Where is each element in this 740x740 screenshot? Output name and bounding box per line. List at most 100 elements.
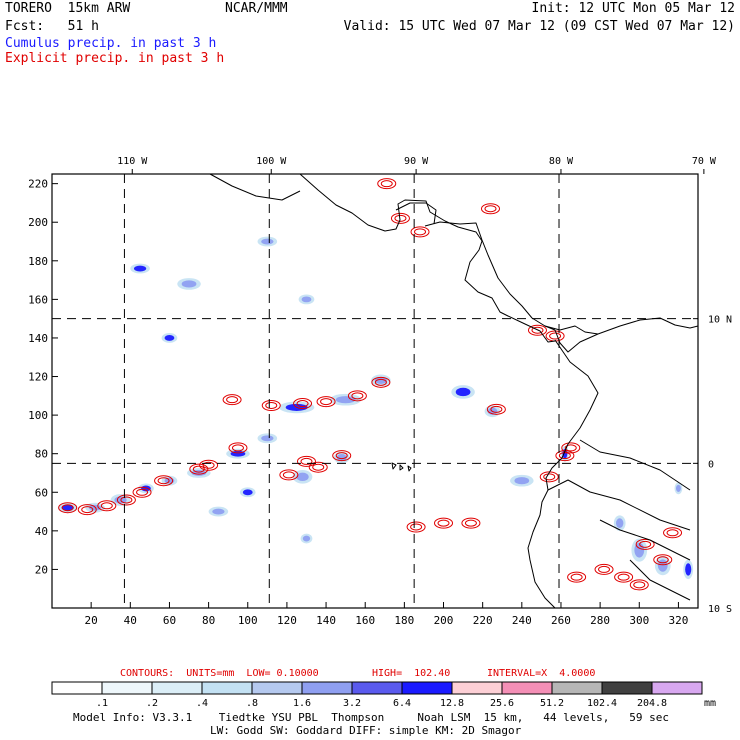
explicit-contour bbox=[226, 396, 239, 404]
galapagos bbox=[391, 462, 412, 472]
cumulus-core bbox=[261, 435, 274, 442]
x-tick-label: 140 bbox=[316, 614, 336, 627]
explicit-contour bbox=[199, 459, 219, 471]
coastline-map bbox=[209, 173, 699, 609]
model-name: TORERO 15km ARW bbox=[5, 1, 131, 16]
explicit-contour bbox=[97, 500, 117, 512]
cumulus-core bbox=[164, 335, 175, 341]
explicit-contour bbox=[308, 461, 328, 473]
explicit-contour bbox=[189, 463, 209, 475]
x-tick-label: 120 bbox=[277, 614, 297, 627]
explicit-precip-layer bbox=[58, 178, 683, 591]
explicit-contour bbox=[437, 519, 450, 527]
explicit-contour bbox=[564, 444, 577, 452]
south-america-pacific-coast bbox=[527, 339, 599, 609]
cumulus-core bbox=[336, 453, 347, 462]
explicit-contour bbox=[347, 390, 367, 402]
organization: NCAR/MMM bbox=[225, 1, 288, 16]
cumulus-core bbox=[61, 504, 74, 511]
longitude-label: 80 W bbox=[549, 156, 574, 167]
init-time: Init: 12 UTC Mon 05 Mar 12 bbox=[531, 1, 736, 16]
explicit-contour bbox=[202, 461, 215, 469]
explicit-contour bbox=[410, 226, 430, 238]
explicit-contour bbox=[666, 529, 679, 537]
explicit-contour bbox=[406, 521, 426, 533]
x-tick-label: 220 bbox=[473, 614, 493, 627]
explicit-contour bbox=[461, 517, 481, 529]
cumulus-core bbox=[685, 563, 692, 576]
sa-border-2 bbox=[547, 479, 691, 531]
explicit-contour bbox=[635, 538, 655, 550]
x-tick-label: 20 bbox=[85, 614, 98, 627]
explicit-contour bbox=[231, 444, 244, 452]
explicit-contour bbox=[434, 517, 454, 529]
explicit-contour bbox=[371, 376, 391, 388]
axes-ticks: 20 40 60 80 100 120 140 160 180 200 220 240 260 280 30… bbox=[28, 156, 732, 627]
explicit-contour bbox=[394, 214, 407, 222]
y-tick-label: 200 bbox=[28, 216, 48, 229]
cumulus-precip-layer bbox=[57, 236, 694, 580]
explicit-contour bbox=[374, 378, 387, 386]
x-tick-label: 320 bbox=[668, 614, 688, 627]
yucatan-coast bbox=[395, 202, 437, 225]
contours-high-text: HIGH= 102.40 bbox=[372, 668, 451, 679]
cumulus-core bbox=[675, 484, 681, 492]
y-tick-label: 40 bbox=[35, 525, 48, 538]
explicit-contour bbox=[81, 506, 94, 514]
y-tick-label: 60 bbox=[35, 486, 48, 499]
model-info-physics: LW: Godd SW: Goddard DIFF: simple KM: 2D… bbox=[210, 724, 522, 737]
explicit-contour bbox=[261, 399, 281, 411]
x-tick-label: 60 bbox=[163, 614, 176, 627]
explicit-contour bbox=[464, 519, 477, 527]
x-tick-label: 80 bbox=[202, 614, 215, 627]
cumulus-core bbox=[302, 535, 311, 542]
cumulus-legend-label: Cumulus precip. in past 3 h bbox=[5, 36, 217, 51]
x-tick-label: 40 bbox=[124, 614, 137, 627]
explicit-contour bbox=[100, 502, 113, 510]
explicit-contour bbox=[154, 475, 174, 487]
cumulus-core bbox=[514, 477, 530, 485]
latitude-label: 10 N bbox=[708, 315, 732, 326]
explicit-contour bbox=[296, 455, 316, 467]
explicit-contour bbox=[312, 463, 325, 471]
north-america-coast bbox=[299, 173, 556, 343]
x-tick-label: 180 bbox=[394, 614, 414, 627]
latitude-label: 10 S bbox=[708, 604, 732, 615]
sa-border-1 bbox=[579, 439, 691, 491]
explicit-contour bbox=[527, 324, 547, 336]
longitude-label: 110 W bbox=[117, 156, 148, 167]
explicit-contour bbox=[598, 565, 611, 573]
explicit-contour bbox=[136, 488, 149, 496]
cumulus-core bbox=[181, 280, 197, 288]
cumulus-core bbox=[657, 559, 668, 572]
valid-time: Valid: 15 UTC Wed 07 Mar 12 (09 CST Wed … bbox=[343, 19, 735, 34]
explicit-contour bbox=[77, 504, 97, 516]
explicit-contour bbox=[594, 563, 614, 575]
explicit-contour bbox=[265, 401, 278, 409]
cumulus-core bbox=[335, 396, 356, 404]
gulf-coast bbox=[209, 173, 301, 201]
explicit-contour bbox=[617, 573, 630, 581]
contours-units-text: CONTOURS: UNITS=mm LOW= 0.10000 bbox=[120, 668, 319, 679]
y-tick-label: 20 bbox=[35, 563, 48, 576]
explicit-contour bbox=[567, 571, 587, 583]
explicit-contour bbox=[120, 496, 133, 504]
explicit-contour bbox=[61, 504, 74, 512]
explicit-contour bbox=[320, 398, 333, 406]
sa-border-3 bbox=[599, 519, 691, 561]
explicit-contour bbox=[414, 228, 427, 236]
explicit-contour bbox=[390, 212, 410, 224]
explicit-contour bbox=[116, 494, 136, 506]
lat-lon-grid bbox=[52, 174, 698, 608]
explicit-legend-label: Explicit precip. in past 3 h bbox=[5, 51, 225, 66]
explicit-contour bbox=[222, 394, 242, 406]
latitude-label: 0 bbox=[708, 459, 714, 470]
explicit-contour bbox=[484, 205, 497, 213]
explicit-contour bbox=[410, 523, 423, 531]
explicit-contour bbox=[351, 392, 364, 400]
explicit-contour bbox=[300, 457, 313, 465]
explicit-contour bbox=[316, 396, 336, 408]
explicit-contour bbox=[561, 442, 581, 454]
explicit-contour bbox=[380, 180, 393, 188]
central-america-caribbean-coast bbox=[424, 221, 556, 331]
